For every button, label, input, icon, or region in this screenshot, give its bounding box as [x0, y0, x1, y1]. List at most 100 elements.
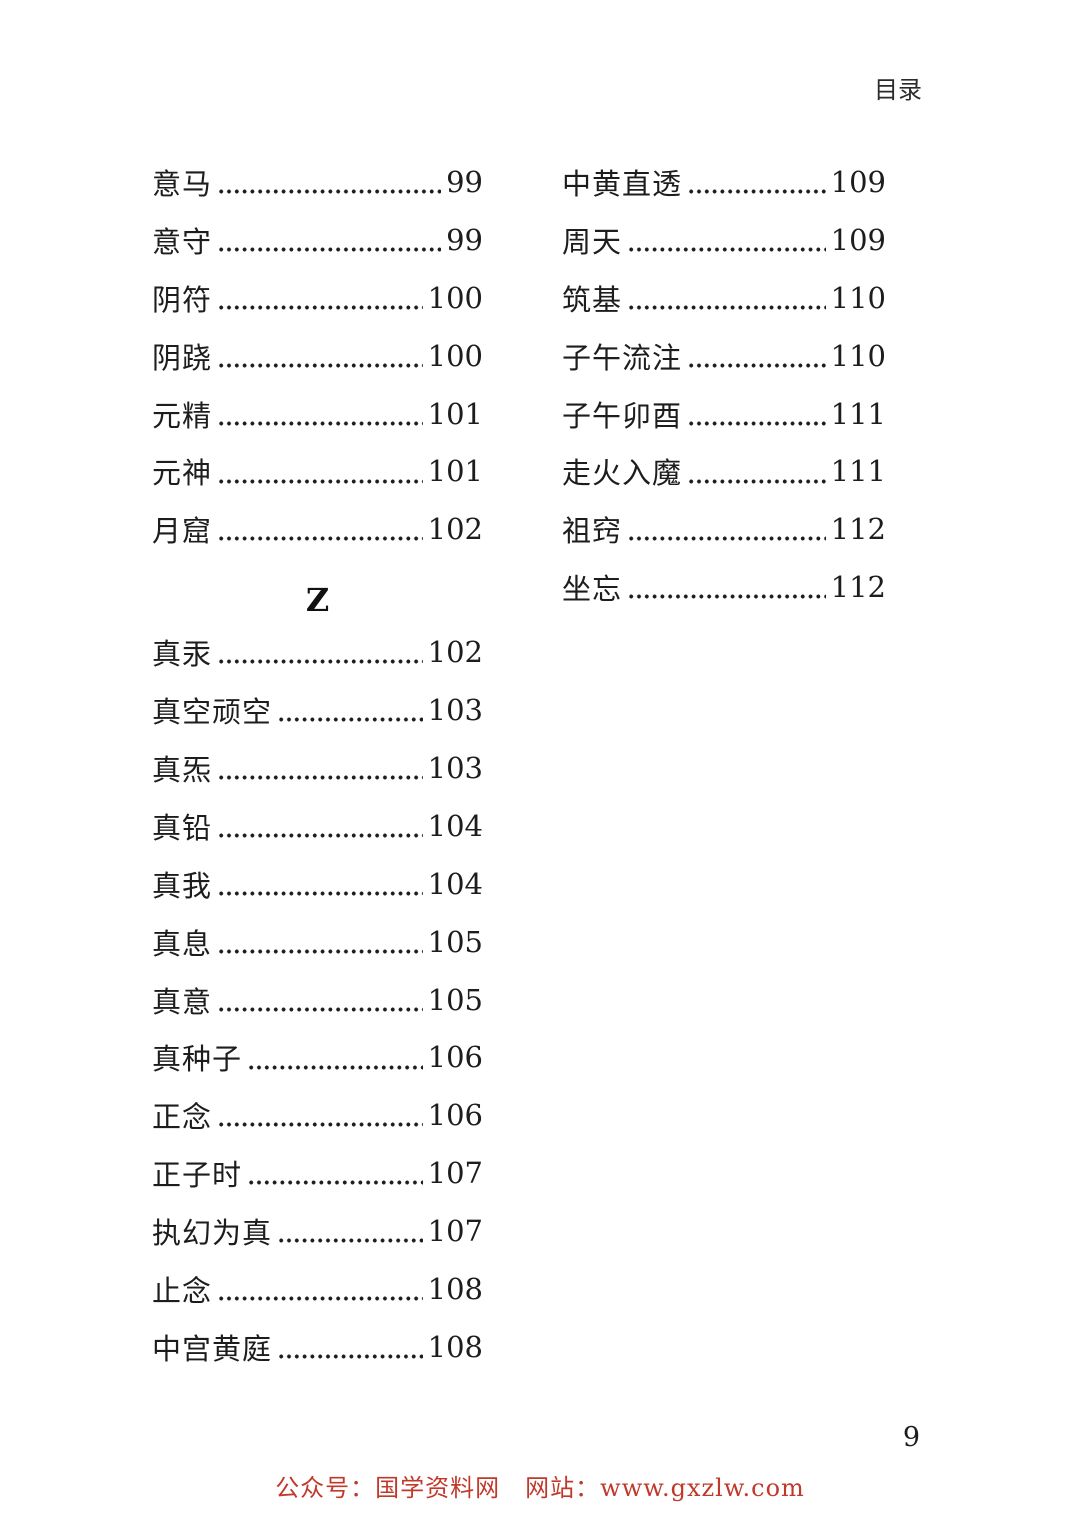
toc-entry[interactable]: 真汞 102: [152, 623, 483, 681]
toc-entry[interactable]: 中黄直透 109: [562, 153, 886, 211]
toc-entry[interactable]: 真炁 103: [152, 739, 483, 797]
toc-entry[interactable]: 真意 105: [152, 971, 483, 1029]
toc-entry-page: 106: [427, 1040, 483, 1075]
toc-entry-term: 中宫黄庭: [152, 1331, 273, 1366]
dot-leader: [219, 515, 423, 544]
toc-entry[interactable]: 祖窍 112: [562, 500, 886, 558]
dot-leader: [689, 341, 826, 370]
toc-entry-term: 子午流注: [562, 340, 683, 375]
toc-entry-term: 元精: [152, 398, 213, 433]
toc-entry-term: 真铅: [152, 810, 213, 845]
dot-leader: [689, 457, 826, 486]
toc-entry-term: 筑基: [562, 282, 623, 317]
toc-entry-page: 112: [830, 512, 886, 547]
toc-entry-term: 意马: [152, 166, 213, 201]
toc-entry-page: 104: [427, 866, 483, 901]
dot-leader: [249, 1159, 423, 1188]
toc-entry[interactable]: 子午流注 110: [562, 327, 886, 385]
toc-entry-term: 周天: [562, 224, 623, 259]
toc-entry[interactable]: 正念 106: [152, 1086, 483, 1144]
toc-entry-page: 108: [427, 1271, 483, 1306]
toc-left-column: 意马 99 意守 99 阴符 100 阴跷: [152, 153, 483, 1376]
toc-entry-term: 元神: [152, 456, 213, 491]
dot-leader: [219, 811, 423, 840]
toc-entry-term: 阴符: [152, 282, 213, 317]
toc-entry-page: 103: [427, 693, 483, 728]
toc-entry-page: 108: [427, 1329, 483, 1364]
toc-entry[interactable]: 止念 108: [152, 1260, 483, 1318]
toc-entry-term: 阴跷: [152, 340, 213, 375]
dot-leader: [629, 515, 826, 544]
toc-entry-page: 109: [830, 222, 886, 257]
dot-leader: [279, 1332, 423, 1361]
dot-leader: [249, 1043, 423, 1072]
toc-entry[interactable]: 正子时 107: [152, 1144, 483, 1202]
toc-entry[interactable]: 真我 104: [152, 855, 483, 913]
toc-entry-page: 103: [427, 750, 483, 785]
dot-leader: [629, 573, 826, 602]
toc-entry[interactable]: 意马 99: [152, 153, 483, 211]
toc-right-list: 中黄直透 109 周天 109 筑基 110 子午流注: [562, 153, 886, 616]
toc-entry[interactable]: 执幻为真 107: [152, 1202, 483, 1260]
dot-leader: [219, 1274, 423, 1303]
toc-entry[interactable]: 周天 109: [562, 211, 886, 269]
toc-entry[interactable]: 真息 105: [152, 913, 483, 971]
toc-entry-page: 106: [427, 1098, 483, 1133]
toc-entry-page: 111: [830, 454, 886, 489]
footer-watermark: 公众号：国学资料网 网站：www.gxzlw.com: [275, 1474, 805, 1502]
section-letter-z: Z: [305, 581, 330, 620]
toc-entry-term: 正子时: [152, 1158, 243, 1193]
toc-entry[interactable]: 真空顽空 103: [152, 681, 483, 739]
dot-leader: [219, 1101, 423, 1130]
toc-entry[interactable]: 坐忘 112: [562, 558, 886, 616]
dot-leader: [219, 753, 423, 782]
toc-entry-page: 110: [830, 280, 886, 315]
dot-leader: [219, 399, 423, 428]
toc-entry-term: 真种子: [152, 1042, 243, 1077]
dot-leader: [689, 167, 826, 196]
toc-entry-page: 105: [427, 924, 483, 959]
dot-leader: [219, 225, 442, 254]
toc-entry-page: 102: [427, 635, 483, 670]
dot-leader: [629, 225, 826, 254]
toc-left-list-before-z: 意马 99 意守 99 阴符 100 阴跷: [152, 153, 483, 558]
toc-entry-term: 中黄直透: [562, 166, 683, 201]
toc-entry[interactable]: 阴符 100: [152, 269, 483, 327]
toc-entry-page: 104: [427, 808, 483, 843]
toc-left-list-after-z: 真汞 102 真空顽空 103 真炁 103 真铅: [152, 623, 483, 1376]
toc-entry[interactable]: 真铅 104: [152, 797, 483, 855]
toc-entry[interactable]: 月窟 102: [152, 500, 483, 558]
toc-entry-page: 111: [830, 396, 886, 431]
toc-entry[interactable]: 走火入魔 111: [562, 442, 886, 500]
toc-entry-term: 执幻为真: [152, 1216, 273, 1251]
page-header-title: 目录: [874, 76, 922, 104]
dot-leader: [219, 869, 423, 898]
dot-leader: [219, 167, 442, 196]
dot-leader: [219, 638, 423, 667]
dot-leader: [219, 927, 423, 956]
toc-entry-page: 107: [427, 1156, 483, 1191]
page-number: 9: [902, 1422, 920, 1453]
toc-entry-term: 真炁: [152, 752, 213, 787]
toc-entry-page: 102: [427, 512, 483, 547]
toc-entry-term: 真意: [152, 984, 213, 1019]
toc-entry-page: 107: [427, 1214, 483, 1249]
toc-entry[interactable]: 阴跷 100: [152, 327, 483, 385]
toc-entry-term: 走火入魔: [562, 456, 683, 491]
dot-leader: [219, 457, 423, 486]
toc-entry-term: 子午卯酉: [562, 398, 683, 433]
toc-entry[interactable]: 元神 101: [152, 442, 483, 500]
toc-entry[interactable]: 元精 101: [152, 385, 483, 443]
toc-entry[interactable]: 真种子 106: [152, 1028, 483, 1086]
toc-entry[interactable]: 子午卯酉 111: [562, 385, 886, 443]
toc-entry[interactable]: 中宫黄庭 108: [152, 1318, 483, 1376]
toc-entry[interactable]: 筑基 110: [562, 269, 886, 327]
dot-leader: [219, 283, 423, 312]
toc-entry-term: 真息: [152, 926, 213, 961]
dot-leader: [279, 1217, 423, 1246]
toc-entry-term: 祖窍: [562, 514, 623, 549]
toc-entry[interactable]: 意守 99: [152, 211, 483, 269]
toc-entry-term: 止念: [152, 1273, 213, 1308]
dot-leader: [279, 696, 423, 725]
